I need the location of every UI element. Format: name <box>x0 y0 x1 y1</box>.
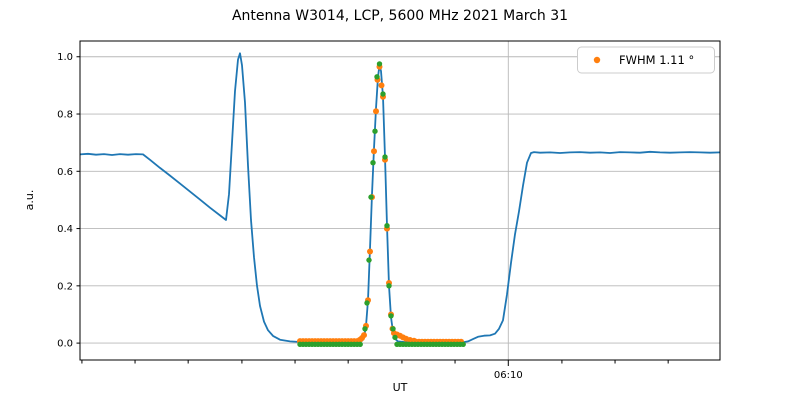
measured-data-scatter-marker <box>386 283 392 289</box>
measured-data-scatter-marker <box>366 257 372 263</box>
x-tick-label: 06:10 <box>494 370 523 381</box>
gaussian-fit-scatter-marker <box>361 332 367 339</box>
measured-data-scatter-marker <box>380 91 386 97</box>
y-axis-label: a.u. <box>23 190 36 211</box>
legend-marker-icon <box>593 56 601 64</box>
y-tick-label: 0.4 <box>57 224 73 235</box>
gaussian-fit-scatter-marker <box>371 148 377 155</box>
measured-data-scatter-marker <box>382 154 388 160</box>
chart-title: Antenna W3014, LCP, 5600 MHz 2021 March … <box>232 8 568 24</box>
measured-data-scatter-marker <box>370 160 376 166</box>
gaussian-fit-points <box>297 63 465 345</box>
measured-data-scatter-marker <box>364 300 370 306</box>
measured-data-scatter-marker <box>384 223 390 229</box>
drift-scan-line <box>79 52 721 344</box>
axis-ticks: 0.0 0.2 0.4 0.6 0.8 1.0 06:10 <box>57 52 669 381</box>
measured-data-scatter-marker <box>368 194 374 200</box>
measured-data-scatter-marker <box>362 326 368 332</box>
y-tick-label: 0.8 <box>57 110 73 121</box>
plot-frame <box>79 40 721 361</box>
measured-data-scatter-marker <box>460 341 466 347</box>
measured-data-scatter-marker <box>392 334 398 341</box>
y-tick-label: 0.2 <box>57 281 73 292</box>
y-tick-label: 0.6 <box>57 167 73 178</box>
x-axis-label: UT <box>393 381 408 394</box>
gaussian-fit-scatter-marker <box>378 82 385 89</box>
measured-data-scatter-marker <box>376 61 383 67</box>
gaussian-fit-scatter-marker <box>367 248 373 255</box>
legend-box <box>577 46 715 74</box>
measured-data-scatter-marker <box>388 313 394 319</box>
measured-data-scatter-marker <box>390 326 396 332</box>
legend: FWHM 1.11 ° <box>577 46 715 74</box>
drift-scan-line-series <box>79 52 721 344</box>
measured-data-points <box>297 61 466 347</box>
gaussian-fit-scatter-marker <box>373 108 379 115</box>
measured-data-scatter-marker <box>357 341 363 347</box>
measured-data-scatter-marker <box>374 74 380 80</box>
y-tick-label: 0.0 <box>57 339 73 350</box>
measured-data-scatter-marker <box>372 128 378 134</box>
y-tick-label: 1.0 <box>57 52 73 63</box>
gridlines <box>80 41 720 360</box>
legend-label: FWHM 1.11 ° <box>619 53 694 67</box>
